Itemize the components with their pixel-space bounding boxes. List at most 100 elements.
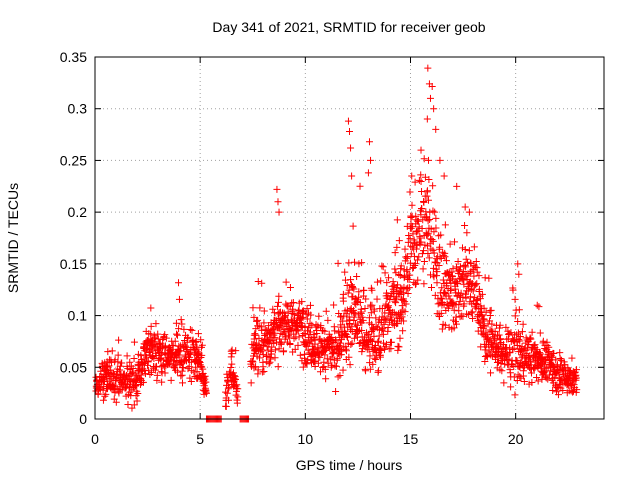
data-point bbox=[138, 366, 146, 374]
data-point bbox=[123, 352, 131, 360]
data-point bbox=[298, 298, 306, 306]
x-tick-label: 10 bbox=[298, 431, 314, 447]
data-point bbox=[322, 375, 330, 383]
data-point bbox=[281, 329, 289, 337]
data-point bbox=[356, 299, 364, 307]
y-tick-label: 0.25 bbox=[60, 152, 87, 168]
data-point bbox=[446, 276, 454, 284]
data-point bbox=[365, 138, 373, 146]
data-point bbox=[536, 329, 544, 337]
data-point bbox=[453, 280, 461, 288]
data-point bbox=[368, 320, 376, 328]
data-point bbox=[433, 272, 441, 280]
data-point bbox=[476, 295, 484, 303]
data-point bbox=[487, 369, 495, 377]
data-point bbox=[401, 245, 409, 253]
data-point bbox=[186, 353, 194, 361]
data-point bbox=[440, 172, 448, 180]
data-point bbox=[403, 252, 411, 260]
data-point bbox=[346, 316, 354, 324]
data-point bbox=[104, 348, 112, 356]
data-point bbox=[385, 302, 393, 310]
data-point bbox=[139, 359, 147, 367]
data-point bbox=[321, 365, 329, 373]
data-point bbox=[269, 305, 277, 313]
data-point bbox=[402, 285, 410, 293]
data-point bbox=[366, 365, 374, 373]
data-point bbox=[264, 346, 272, 354]
data-point bbox=[195, 357, 203, 365]
data-point bbox=[374, 338, 382, 346]
data-point bbox=[467, 309, 475, 317]
data-point bbox=[424, 250, 432, 258]
data-point bbox=[230, 372, 238, 380]
data-point bbox=[419, 265, 427, 273]
data-point bbox=[342, 347, 350, 355]
data-point bbox=[259, 363, 267, 371]
data-point bbox=[453, 182, 461, 190]
data-point bbox=[509, 286, 517, 294]
data-point bbox=[454, 257, 462, 265]
data-point bbox=[568, 354, 576, 362]
data-point bbox=[396, 334, 404, 342]
data-point bbox=[303, 305, 311, 313]
data-point bbox=[441, 253, 449, 261]
data-point bbox=[157, 350, 165, 358]
data-point bbox=[296, 351, 304, 359]
data-point bbox=[488, 340, 496, 348]
data-point bbox=[175, 353, 183, 361]
data-point bbox=[350, 285, 358, 293]
data-point bbox=[419, 247, 427, 255]
data-point bbox=[455, 307, 463, 315]
data-point bbox=[306, 301, 314, 309]
data-point bbox=[227, 364, 235, 372]
data-point bbox=[342, 345, 350, 353]
data-point bbox=[413, 256, 421, 264]
data-point bbox=[372, 322, 380, 330]
data-point bbox=[430, 105, 438, 113]
data-point bbox=[353, 297, 361, 305]
data-point bbox=[130, 401, 138, 409]
data-point bbox=[260, 307, 268, 315]
data-point bbox=[424, 217, 432, 225]
data-point bbox=[332, 387, 340, 395]
data-point bbox=[311, 336, 319, 344]
data-point bbox=[140, 360, 148, 368]
data-point bbox=[247, 379, 255, 387]
data-point bbox=[124, 401, 132, 409]
data-point bbox=[417, 178, 425, 186]
data-point bbox=[520, 377, 528, 385]
data-point bbox=[395, 343, 403, 351]
data-point bbox=[165, 360, 173, 368]
data-point bbox=[179, 364, 187, 372]
data-point bbox=[516, 337, 524, 345]
data-point bbox=[271, 334, 279, 342]
data-point bbox=[184, 333, 192, 341]
data-point bbox=[393, 243, 401, 251]
data-point bbox=[354, 327, 362, 335]
data-point bbox=[381, 269, 389, 277]
plot-frame bbox=[94, 56, 605, 420]
data-point bbox=[554, 391, 562, 399]
data-point bbox=[379, 330, 387, 338]
data-point bbox=[114, 358, 122, 366]
data-point bbox=[143, 361, 151, 369]
data-point bbox=[384, 292, 392, 300]
y-tick-label: 0.2 bbox=[68, 204, 88, 220]
data-point bbox=[461, 221, 469, 229]
data-point bbox=[258, 279, 266, 287]
data-point bbox=[355, 340, 363, 348]
y-tick-label: 0.1 bbox=[68, 308, 88, 324]
data-point bbox=[424, 196, 432, 204]
data-point bbox=[572, 374, 580, 382]
data-point bbox=[114, 351, 122, 359]
data-point bbox=[256, 354, 264, 362]
data-point bbox=[411, 280, 419, 288]
data-point bbox=[545, 347, 553, 355]
data-point bbox=[465, 208, 473, 216]
data-point bbox=[343, 332, 351, 340]
data-point bbox=[192, 338, 200, 346]
data-point bbox=[198, 341, 206, 349]
data-point bbox=[345, 353, 353, 361]
